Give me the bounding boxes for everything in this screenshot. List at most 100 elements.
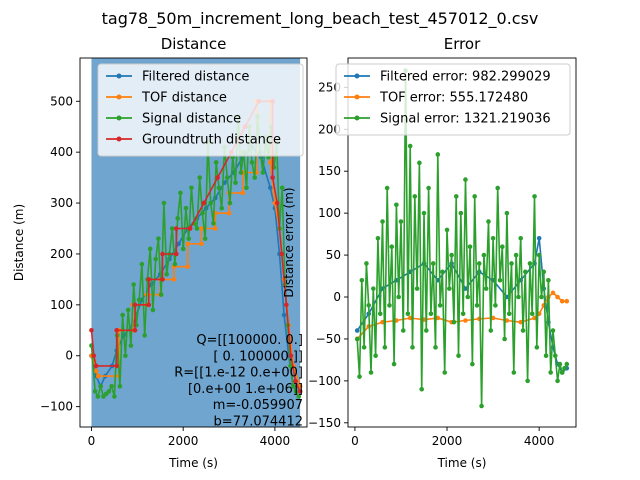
y-tick-label: 250 xyxy=(318,80,341,94)
series-point-2 xyxy=(233,180,238,185)
series-point-0 xyxy=(281,312,287,318)
legend-label-1: TOF error: 555.172480 xyxy=(379,91,528,106)
series-point-1 xyxy=(407,315,413,321)
series-point-2 xyxy=(488,328,494,333)
series-point-2 xyxy=(430,261,436,266)
series-point-2 xyxy=(219,205,225,211)
x-tick-label: 4000 xyxy=(260,434,291,448)
series-point-2 xyxy=(502,336,507,342)
series-point-3 xyxy=(279,251,285,257)
series-point-2 xyxy=(178,190,183,196)
annotation-line-1: [ 0. 100000.]] xyxy=(213,349,303,364)
series-point-2 xyxy=(361,345,367,350)
legend-box xyxy=(335,63,571,136)
series-point-2 xyxy=(525,378,530,384)
series-point-2 xyxy=(249,160,255,165)
series-point-2 xyxy=(555,378,560,384)
series-point-2 xyxy=(202,236,208,241)
series-point-2 xyxy=(224,175,230,180)
series-point-2 xyxy=(463,177,468,182)
series-point-2 xyxy=(559,370,565,375)
x-tick-label: 2000 xyxy=(168,434,199,448)
x-tick-label: 0 xyxy=(351,434,359,448)
series-point-3 xyxy=(91,353,97,359)
series-point-2 xyxy=(442,370,448,375)
series-point-2 xyxy=(516,294,521,300)
series-point-2 xyxy=(371,286,376,291)
series-point-2 xyxy=(451,319,457,325)
series-point-2 xyxy=(440,269,445,275)
series-point-2 xyxy=(125,307,131,313)
y-tick-label: 100 xyxy=(50,298,73,312)
plot-area xyxy=(354,68,570,409)
series-point-1 xyxy=(550,290,556,296)
series-point-2 xyxy=(227,200,233,206)
series-point-2 xyxy=(449,252,454,258)
series-point-2 xyxy=(456,353,461,359)
y-axis-label: Distance error (m) xyxy=(282,187,296,297)
series-point-2 xyxy=(470,361,475,367)
series-point-2 xyxy=(359,277,365,283)
series-point-2 xyxy=(536,252,542,258)
series-point-3 xyxy=(274,200,280,206)
x-tick-label: 4000 xyxy=(524,434,555,448)
series-point-2 xyxy=(391,361,397,367)
series-point-1 xyxy=(555,294,560,300)
series-point-2 xyxy=(279,185,285,191)
series-point-2 xyxy=(465,294,471,300)
series-point-3 xyxy=(89,327,94,333)
series-point-3 xyxy=(288,353,294,359)
series-point-2 xyxy=(490,236,496,241)
series-point-2 xyxy=(194,226,200,231)
series-point-3 xyxy=(93,363,99,369)
y-tick-label: −100 xyxy=(308,374,341,388)
series-point-2 xyxy=(543,353,549,359)
y-tick-label: 400 xyxy=(50,145,73,159)
series-point-2 xyxy=(447,286,452,291)
series-point-2 xyxy=(128,343,134,348)
series-point-0 xyxy=(268,185,273,191)
series-point-2 xyxy=(518,236,524,241)
y-tick-label: 150 xyxy=(318,164,341,178)
x-tick-label: 2000 xyxy=(432,434,463,448)
annotation-line-3: [0.e+00 1.e+06]] xyxy=(188,382,303,397)
series-point-2 xyxy=(161,200,167,206)
legend-label-2: Signal error: 1321.219036 xyxy=(380,112,551,127)
series-point-2 xyxy=(112,394,117,399)
series-point-2 xyxy=(532,194,537,199)
series-point-3 xyxy=(114,363,119,369)
series-point-2 xyxy=(394,202,399,208)
series-point-2 xyxy=(424,328,429,333)
series-point-2 xyxy=(497,277,503,283)
series-point-2 xyxy=(527,261,533,266)
series-point-2 xyxy=(428,311,434,317)
series-point-3 xyxy=(297,389,303,394)
series-point-2 xyxy=(354,336,360,342)
series-point-2 xyxy=(186,236,191,241)
series-point-2 xyxy=(389,244,395,249)
series-point-3 xyxy=(160,277,165,282)
series-point-2 xyxy=(95,394,101,399)
series-point-2 xyxy=(396,294,401,300)
series-point-3 xyxy=(132,327,138,333)
series-point-2 xyxy=(410,345,415,350)
series-point-2 xyxy=(405,311,411,317)
series-point-2 xyxy=(123,353,128,359)
series-point-1 xyxy=(226,210,232,216)
series-point-0 xyxy=(176,241,181,247)
y-tick-label: 50 xyxy=(326,248,341,262)
series-point-0 xyxy=(354,328,360,333)
series-point-2 xyxy=(131,282,136,287)
legend-marker-1 xyxy=(354,94,360,100)
series-point-2 xyxy=(377,311,383,317)
distance-axes: 0 2000 4000 −100 0 100 200 300 400 500 Distance Tim… xyxy=(12,35,308,470)
series-point-2 xyxy=(421,210,427,216)
y-tick-label: 0 xyxy=(65,349,73,363)
series-point-2 xyxy=(384,185,390,191)
legend-label-1: TOF distance xyxy=(141,91,227,106)
kalman-params-annotation: Q=[[100000. 0.][ 0. 100000.]] R=[[1.e-12 … xyxy=(174,333,303,430)
series-point-2 xyxy=(437,303,443,308)
series-line-2 xyxy=(356,70,568,407)
series-point-2 xyxy=(158,292,164,297)
legend-label-0: Filtered distance xyxy=(142,70,249,85)
